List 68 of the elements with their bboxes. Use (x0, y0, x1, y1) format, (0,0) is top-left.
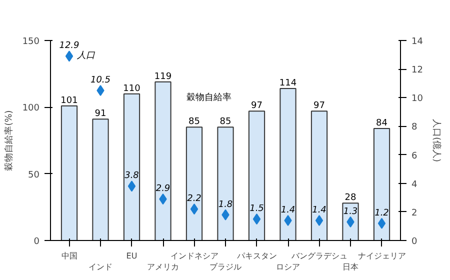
bar (217, 126, 234, 240)
x-tick-label: 日本 (342, 262, 358, 272)
data-label: 85 (188, 117, 200, 128)
bar (373, 128, 390, 240)
data-label: 10.5 (90, 76, 111, 86)
point (128, 180, 136, 192)
y2-tick-label: 10 (412, 94, 424, 104)
y-tick-label: 100 (22, 104, 40, 114)
series-label: 人口 (76, 50, 96, 62)
data-label: 1.5 (250, 204, 264, 214)
bar (154, 81, 172, 240)
y2-tick-label: 8 (412, 122, 418, 133)
point (252, 214, 261, 225)
data-label: 1.4 (280, 206, 296, 216)
point (96, 85, 104, 96)
bar (186, 126, 203, 240)
data-label: 97 (314, 101, 325, 112)
bar (92, 118, 109, 240)
series-label: 穀物自給率 (186, 92, 232, 104)
x-tick-label: バングラデシュ (290, 252, 348, 260)
y-tick-label: 0 (34, 237, 40, 247)
data-label: 2.2 (187, 194, 202, 204)
y2-tick-label: 4 (412, 180, 418, 190)
y2-tick-label: 0 (412, 237, 418, 247)
y-tick-label: 150 (22, 37, 40, 47)
data-label: 12.9 (59, 41, 80, 52)
y-axis-title: 穀物自給率(%) (3, 110, 14, 171)
bar (60, 105, 78, 240)
x-tick-label: 中国 (61, 252, 78, 260)
point (65, 50, 74, 62)
data-label: 101 (60, 96, 78, 106)
bar (123, 93, 140, 240)
x-tick-label: ブラジル (210, 262, 242, 272)
bar (310, 110, 328, 240)
data-label: 1.4 (312, 206, 327, 216)
bar (280, 88, 296, 240)
data-label: 114 (279, 78, 297, 88)
data-label: 84 (376, 118, 388, 128)
data-label: 28 (344, 193, 356, 204)
point (378, 218, 386, 229)
data-label: 119 (154, 72, 172, 82)
y-tick-label: 50 (28, 170, 40, 180)
x-tick-label: EU (126, 252, 138, 260)
data-label: 1.8 (218, 200, 233, 210)
y2-axis-title: 人口(億人) (430, 118, 442, 162)
x-tick-label: インドネシア (170, 252, 218, 260)
point (190, 204, 198, 215)
data-label: 2.9 (156, 184, 170, 194)
x-tick-label: インド (88, 262, 112, 272)
y2-tick-label: 2 (412, 208, 418, 218)
point (284, 215, 292, 226)
x-tick-label: パキスタン (236, 252, 277, 260)
data-label: 110 (123, 84, 141, 94)
data-label: 1.2 (374, 208, 390, 218)
y2-tick-label: 12 (412, 66, 423, 76)
y2-tick-label: 6 (412, 151, 418, 162)
bar (248, 110, 266, 240)
bar (342, 202, 359, 240)
data-label: 85 (220, 117, 232, 128)
point (315, 215, 324, 226)
x-tick-label: ナイジェリア (358, 252, 406, 260)
x-tick-label: ロシア (276, 262, 300, 272)
data-label: 1.3 (343, 206, 358, 217)
data-label: 3.8 (124, 171, 140, 182)
data-label: 97 (251, 101, 262, 112)
x-tick-label: アメリカ (147, 262, 179, 272)
data-label: 91 (94, 109, 106, 120)
y2-tick-label: 14 (412, 37, 424, 47)
